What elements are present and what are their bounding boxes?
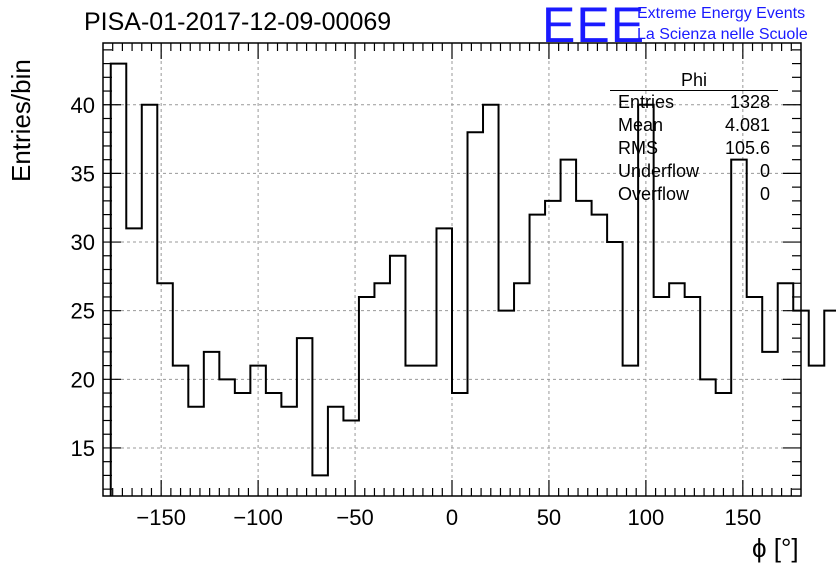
- stats-row-overflow: Overflow 0: [610, 183, 778, 206]
- stats-value: 4.081: [724, 115, 770, 135]
- stats-value: 0: [759, 184, 770, 204]
- x-tick-label: −50: [336, 505, 373, 530]
- x-tick-label: 150: [724, 505, 761, 530]
- histogram-outline: [109, 62, 836, 496]
- x-tick-label: 100: [628, 505, 665, 530]
- stats-row-rms: RMS 105.6: [610, 137, 778, 160]
- y-axis-label: Entries/bin: [6, 59, 36, 182]
- y-tick-label: 20: [71, 367, 95, 392]
- stats-row-mean: Mean 4.081: [610, 114, 778, 137]
- y-tick-label: 15: [71, 436, 95, 461]
- y-tick-label: 30: [71, 230, 95, 255]
- x-axis-label: ϕ [°]: [752, 533, 799, 563]
- stats-label: Overflow: [618, 184, 690, 204]
- x-tick-labels: −150 −100 −50 0 50 100 150: [136, 505, 761, 530]
- y-tick-label: 35: [71, 161, 95, 186]
- x-tick-label: 0: [446, 505, 458, 530]
- stats-label: Mean: [618, 115, 664, 135]
- stats-value: 0: [759, 161, 770, 181]
- stats-row-underflow: Underflow 0: [610, 160, 778, 183]
- stats-label: Underflow: [618, 161, 700, 181]
- stats-value: 1328: [729, 92, 770, 112]
- stats-label: Entries: [618, 92, 675, 112]
- axis-ticks: [103, 43, 801, 496]
- x-tick-label: −150: [136, 505, 186, 530]
- stats-value: 105.6: [724, 138, 770, 158]
- y-tick-labels: 15 20 25 30 35 40: [71, 93, 95, 461]
- stats-row-entries: Entries 1328: [610, 91, 778, 114]
- x-tick-label: −100: [233, 505, 283, 530]
- eee-logo: EEE: [542, 0, 646, 53]
- stats-box: Phi Entries 1328 Mean 4.081 RMS 105.6 Un…: [610, 70, 778, 206]
- stats-label: RMS: [618, 138, 658, 158]
- y-tick-label: 40: [71, 93, 95, 118]
- logo-line-1: Extreme Energy Events: [637, 5, 806, 22]
- y-tick-label: 25: [71, 299, 95, 324]
- x-tick-label: 50: [537, 505, 561, 530]
- chart-title: PISA-01-2017-12-09-00069: [84, 8, 392, 36]
- stats-title: Phi: [610, 70, 778, 91]
- logo-line-2: La Scienza nelle Scuole: [637, 26, 808, 43]
